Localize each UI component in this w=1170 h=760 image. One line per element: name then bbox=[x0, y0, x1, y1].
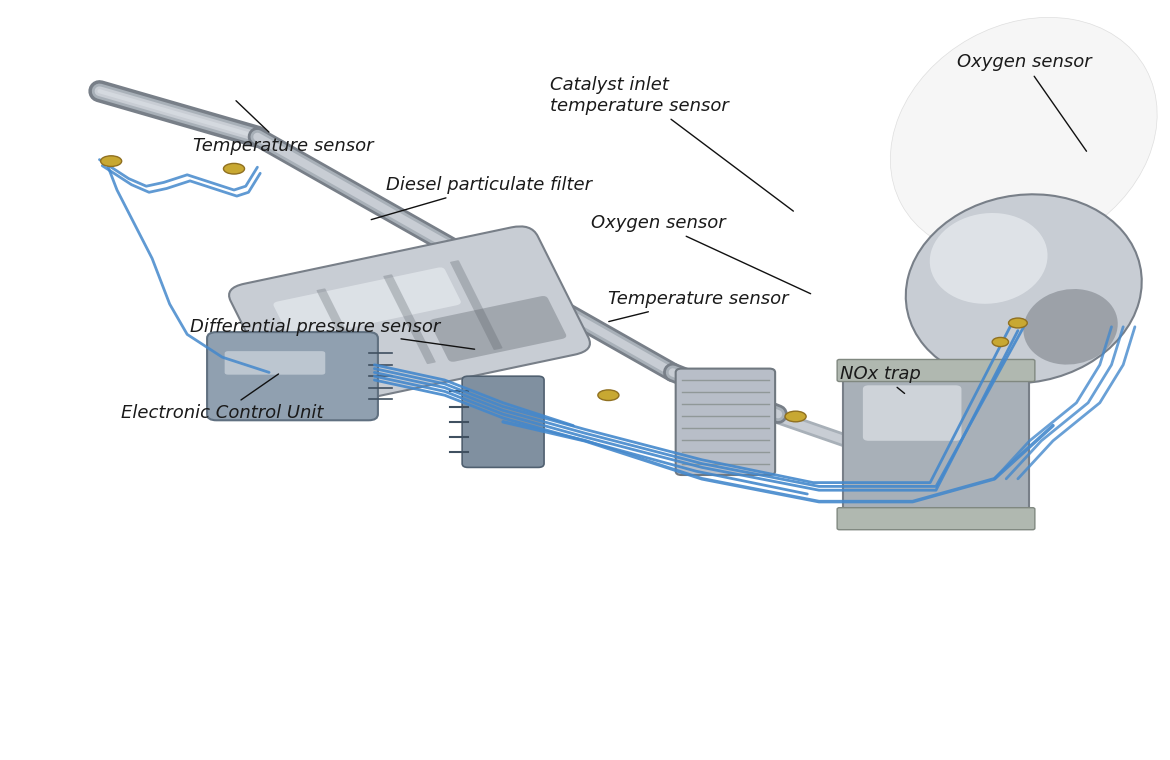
Ellipse shape bbox=[101, 156, 122, 166]
FancyBboxPatch shape bbox=[462, 376, 544, 467]
Text: Catalyst inlet
temperature sensor: Catalyst inlet temperature sensor bbox=[550, 76, 793, 211]
FancyBboxPatch shape bbox=[384, 274, 435, 364]
FancyBboxPatch shape bbox=[207, 332, 378, 420]
FancyBboxPatch shape bbox=[838, 508, 1034, 530]
Ellipse shape bbox=[992, 337, 1009, 347]
FancyBboxPatch shape bbox=[317, 289, 369, 378]
Ellipse shape bbox=[785, 411, 806, 422]
Ellipse shape bbox=[930, 213, 1047, 304]
FancyBboxPatch shape bbox=[229, 226, 590, 412]
Text: Temperature sensor: Temperature sensor bbox=[193, 101, 373, 155]
Ellipse shape bbox=[906, 195, 1142, 383]
Text: Temperature sensor: Temperature sensor bbox=[608, 290, 789, 321]
FancyBboxPatch shape bbox=[450, 260, 502, 350]
FancyBboxPatch shape bbox=[863, 385, 962, 441]
FancyBboxPatch shape bbox=[676, 369, 775, 475]
FancyBboxPatch shape bbox=[842, 367, 1030, 522]
Text: Oxygen sensor: Oxygen sensor bbox=[591, 214, 811, 293]
Text: Oxygen sensor: Oxygen sensor bbox=[957, 53, 1092, 151]
FancyBboxPatch shape bbox=[838, 359, 1034, 382]
Text: Differential pressure sensor: Differential pressure sensor bbox=[190, 318, 475, 349]
FancyBboxPatch shape bbox=[225, 351, 325, 375]
Text: Diesel particulate filter: Diesel particulate filter bbox=[371, 176, 592, 220]
FancyBboxPatch shape bbox=[429, 296, 566, 362]
Ellipse shape bbox=[223, 163, 245, 174]
Ellipse shape bbox=[1024, 289, 1117, 365]
Text: Electronic Control Unit: Electronic Control Unit bbox=[121, 374, 323, 423]
Text: NOx trap: NOx trap bbox=[840, 365, 921, 394]
Ellipse shape bbox=[598, 390, 619, 401]
Ellipse shape bbox=[1009, 318, 1027, 328]
Ellipse shape bbox=[890, 17, 1157, 256]
FancyBboxPatch shape bbox=[274, 268, 461, 340]
